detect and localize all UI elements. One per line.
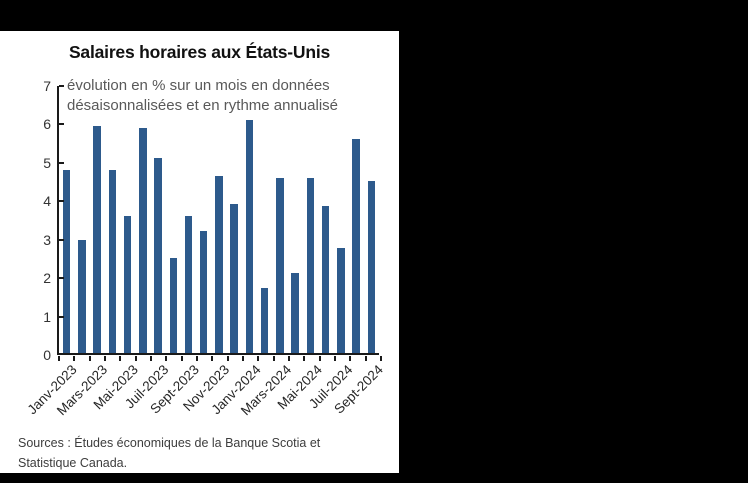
y-tick-label: 5 xyxy=(43,154,51,171)
x-tick-mark xyxy=(150,355,152,361)
bar xyxy=(93,126,101,353)
x-tick-mark xyxy=(257,355,260,361)
bar xyxy=(321,206,330,353)
bar-slot xyxy=(120,86,135,353)
bar xyxy=(230,204,238,353)
y-tick-mark xyxy=(59,200,64,203)
bar-slot xyxy=(196,86,211,353)
bar-slot xyxy=(74,86,89,353)
bar xyxy=(154,158,162,353)
y-tick-label: 7 xyxy=(43,78,51,94)
bar-slot xyxy=(242,86,257,353)
x-tick-mark xyxy=(104,355,106,361)
y-tick-mark xyxy=(59,161,64,164)
bar-slot xyxy=(272,86,287,353)
bar xyxy=(245,120,254,353)
bar-slot xyxy=(318,86,333,353)
bar-slot xyxy=(348,86,363,353)
bar xyxy=(78,240,86,353)
bar xyxy=(123,215,132,353)
bar-slot xyxy=(257,86,272,353)
bar xyxy=(108,169,117,353)
x-tick-mark xyxy=(134,355,137,361)
bar xyxy=(352,139,360,353)
x-tick-mark xyxy=(242,355,244,361)
bar-series xyxy=(59,86,379,353)
y-tick-label: 6 xyxy=(43,116,51,133)
bar-slot xyxy=(364,86,379,353)
bar-slot xyxy=(89,86,104,353)
x-tick-mark xyxy=(196,355,198,361)
bar-slot xyxy=(227,86,242,353)
x-tick-mark xyxy=(318,355,321,361)
y-tick-label: 1 xyxy=(43,308,51,325)
x-tick-mark xyxy=(58,355,60,361)
plot-area: évolution en % sur un mois en données dé… xyxy=(24,77,386,418)
bar xyxy=(276,177,284,353)
chart-source: Sources : Études économiques de la Banqu… xyxy=(18,436,321,470)
chart-card: Salaires horaires aux États-Unis évoluti… xyxy=(0,31,399,473)
bar-slot xyxy=(211,86,226,353)
y-tick-mark xyxy=(59,123,64,126)
x-tick-mark xyxy=(288,355,290,361)
x-tick-mark xyxy=(73,355,76,361)
y-tick-mark xyxy=(59,315,64,318)
bar xyxy=(139,127,147,353)
bar-slot xyxy=(150,86,165,353)
x-tick-mark xyxy=(364,355,367,361)
bar-slot xyxy=(288,86,303,353)
x-tick-mark xyxy=(303,355,306,361)
bar xyxy=(260,288,269,353)
y-tick-label: 0 xyxy=(43,347,51,363)
bar xyxy=(169,257,177,353)
x-tick-mark xyxy=(165,355,168,361)
bar xyxy=(215,175,223,353)
chart-subtitle: évolution en % sur un mois en données dé… xyxy=(67,77,339,114)
bar-slot xyxy=(181,86,196,353)
bar-slot xyxy=(303,86,318,353)
chart-title: Salaires horaires aux États-Unis xyxy=(68,42,331,62)
bar xyxy=(291,272,299,353)
bar xyxy=(306,177,315,353)
bar xyxy=(184,215,193,353)
bar xyxy=(62,169,71,353)
bar xyxy=(367,181,376,353)
x-tick-mark xyxy=(180,355,183,361)
y-tick-label: 3 xyxy=(43,231,51,248)
x-tick-mark xyxy=(211,355,214,361)
x-tick-mark xyxy=(272,355,275,361)
bar xyxy=(199,230,208,353)
y-tick-mark xyxy=(59,85,64,87)
x-tick-mark xyxy=(349,355,352,361)
bar-slot xyxy=(135,86,150,353)
y-tick-mark xyxy=(59,238,64,241)
x-tick-mark xyxy=(119,355,122,361)
y-tick-label: 2 xyxy=(43,270,51,287)
bar-slot xyxy=(333,86,348,353)
y-tick-mark xyxy=(59,277,64,280)
x-tick-mark xyxy=(380,355,382,361)
bar-slot xyxy=(105,86,120,353)
y-tick-label: 4 xyxy=(43,193,51,210)
bar-slot xyxy=(166,86,181,353)
bar-slot xyxy=(59,86,74,353)
x-tick-mark xyxy=(226,355,229,361)
x-tick-mark xyxy=(88,355,91,361)
x-tick-mark xyxy=(334,355,336,361)
bar xyxy=(337,248,345,353)
